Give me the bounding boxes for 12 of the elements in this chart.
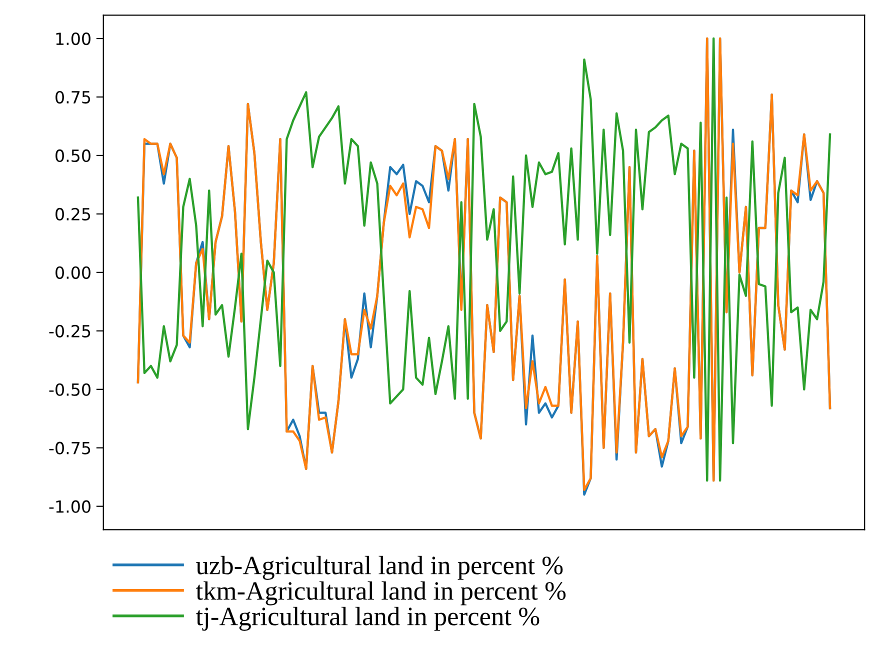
y-tick-label: 0.00: [56, 266, 90, 279]
y-tick-label: 0.25: [56, 208, 90, 221]
y-tick-label: -1.00: [49, 500, 90, 513]
legend-label: tkm-Agricultural land in percent %: [196, 581, 566, 606]
legend-label: uzb-Agricultural land in percent %: [196, 556, 563, 580]
y-tick-label: -0.75: [49, 442, 90, 454]
y-tick-label: 0.75: [56, 90, 90, 104]
legend-label: tj-Agricultural land in percent %: [196, 606, 540, 631]
y-tick-label: -0.50: [49, 383, 90, 396]
y-tick-label: 1.00: [56, 32, 90, 46]
y-tick-label: -0.25: [49, 324, 90, 338]
y-tick-label: 0.50: [56, 149, 90, 162]
